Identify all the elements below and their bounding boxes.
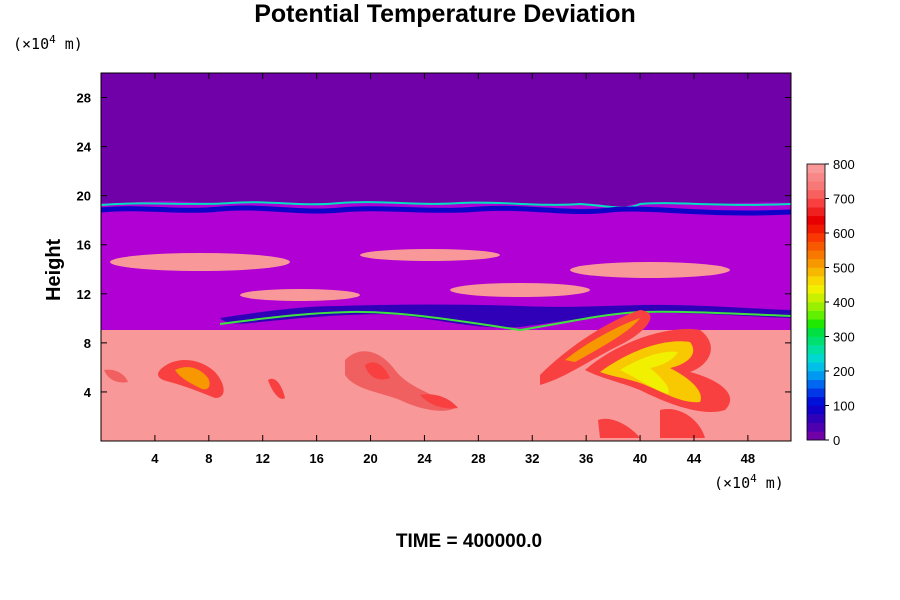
colorbar-label: 700 bbox=[833, 192, 855, 207]
colorbar-label: 200 bbox=[833, 364, 855, 379]
colorbar-swatch bbox=[807, 241, 825, 251]
colorbar-swatch bbox=[807, 181, 825, 191]
colorbar-swatch bbox=[807, 345, 825, 355]
upper-boundary-blue bbox=[101, 205, 791, 216]
colorbar-swatch bbox=[807, 353, 825, 363]
colorbar-swatch bbox=[807, 250, 825, 260]
plot-area bbox=[101, 73, 791, 441]
y-tick-label: 8 bbox=[84, 336, 91, 351]
warm-plumes bbox=[104, 310, 731, 438]
colorbar-swatch bbox=[807, 172, 825, 182]
y-tick-label: 20 bbox=[77, 189, 91, 204]
colorbar-label: 100 bbox=[833, 399, 855, 414]
y-unit-label: (×104 m) bbox=[13, 33, 83, 53]
colorbar-swatch bbox=[807, 327, 825, 337]
time-label: TIME = 400000.0 bbox=[395, 531, 543, 552]
colorbar-swatch bbox=[807, 233, 825, 242]
x-tick-label: 48 bbox=[741, 451, 755, 466]
colorbar-swatch bbox=[807, 258, 825, 268]
chart-title: Potential Temperature Deviation bbox=[254, 0, 636, 28]
colorbar-swatch bbox=[807, 302, 825, 311]
x-tick-label: 36 bbox=[579, 451, 593, 466]
colorbar-swatch bbox=[807, 379, 825, 389]
colorbar-swatch bbox=[807, 388, 825, 398]
colorbar-swatch bbox=[807, 189, 825, 199]
x-tick-label: 44 bbox=[687, 451, 702, 466]
x-tick-label: 16 bbox=[309, 451, 323, 466]
x-axis-ticks: 4 8 12 16 20 24 28 32 36 40 44 48 bbox=[151, 73, 755, 466]
colorbar-swatch bbox=[807, 422, 825, 432]
colorbar-swatch bbox=[807, 336, 825, 346]
colorbar-swatch bbox=[807, 164, 825, 173]
colorbar-swatch bbox=[807, 276, 825, 286]
colorbar-swatch bbox=[807, 396, 825, 406]
colorbar-label: 0 bbox=[833, 433, 840, 448]
x-tick-label: 20 bbox=[363, 451, 377, 466]
colorbar-swatch bbox=[807, 198, 825, 208]
upper-region bbox=[101, 73, 791, 209]
colorbar-swatch bbox=[807, 405, 825, 415]
y-axis-ticks: 4 8 12 16 20 24 28 bbox=[77, 91, 791, 400]
x-tick-label: 32 bbox=[525, 451, 539, 466]
colorbar-swatch bbox=[807, 267, 825, 277]
x-tick-label: 8 bbox=[205, 451, 212, 466]
lower-boundary-green bbox=[219, 310, 791, 332]
colorbar-swatch bbox=[807, 215, 825, 225]
x-tick-label: 28 bbox=[471, 451, 485, 466]
colorbar-swatch bbox=[807, 371, 825, 380]
colorbar-swatch bbox=[807, 293, 825, 303]
colorbar-label: 500 bbox=[833, 261, 855, 276]
colorbar-swatch bbox=[807, 431, 825, 441]
colorbar-swatch bbox=[807, 319, 825, 329]
colorbar-label: 600 bbox=[833, 226, 855, 241]
colorbar-label: 300 bbox=[833, 330, 855, 345]
colorbar-label: 400 bbox=[833, 295, 855, 310]
colorbar-swatch bbox=[807, 284, 825, 294]
y-tick-label: 4 bbox=[84, 385, 92, 400]
y-tick-label: 24 bbox=[77, 140, 92, 155]
colorbar-swatch bbox=[807, 414, 825, 424]
colorbar-swatch bbox=[807, 224, 825, 234]
plot-frame bbox=[100, 72, 792, 442]
colorbar-label: 800 bbox=[833, 157, 855, 172]
colorbar-swatch bbox=[807, 362, 825, 372]
pink-patches bbox=[110, 249, 730, 301]
x-tick-label: 24 bbox=[417, 451, 432, 466]
x-tick-label: 4 bbox=[151, 451, 159, 466]
colorbar-swatch bbox=[807, 207, 825, 217]
x-tick-label: 12 bbox=[255, 451, 269, 466]
y-tick-label: 28 bbox=[77, 91, 91, 106]
colorbar-swatch bbox=[807, 310, 825, 320]
y-tick-label: 12 bbox=[77, 287, 91, 302]
y-tick-label: 16 bbox=[77, 238, 91, 253]
lower-boundary-band bbox=[220, 304, 791, 328]
upper-boundary-cyan bbox=[101, 201, 791, 209]
x-tick-label: 40 bbox=[633, 451, 647, 466]
x-unit-label: (×104 m) bbox=[714, 472, 784, 492]
colorbar: 0 100 200 300 400 500 600 700 800 bbox=[806, 157, 855, 448]
